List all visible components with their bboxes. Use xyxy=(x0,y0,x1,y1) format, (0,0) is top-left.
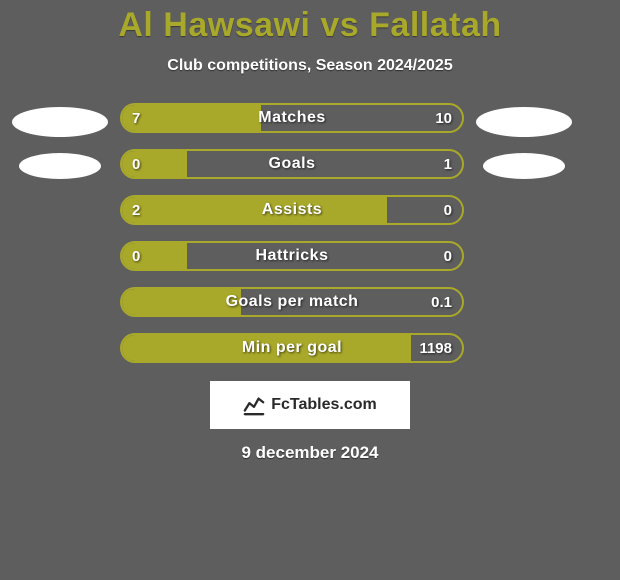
bar-label: Min per goal xyxy=(122,335,462,361)
source-badge: FcTables.com xyxy=(210,381,410,429)
bar-label: Goals per match xyxy=(122,289,462,315)
bar-value-right: 0 xyxy=(444,243,452,269)
stat-bar: Min per goal1198 xyxy=(120,333,464,363)
stat-bar: 2Assists0 xyxy=(120,195,464,225)
player-avatar-right-2 xyxy=(483,153,565,179)
bars-container: 7Matches100Goals12Assists00Hattricks0Goa… xyxy=(120,103,464,363)
stat-bar: Goals per match0.1 xyxy=(120,287,464,317)
bar-value-right: 0.1 xyxy=(431,289,452,315)
bar-label: Hattricks xyxy=(122,243,462,269)
bar-value-right: 10 xyxy=(435,105,452,131)
bar-value-right: 1198 xyxy=(419,335,452,361)
right-avatar-column xyxy=(464,103,584,179)
player-avatar-right-1 xyxy=(476,107,572,137)
left-avatar-column xyxy=(0,103,120,179)
stat-bar: 0Goals1 xyxy=(120,149,464,179)
page-title: Al Hawsawi vs Fallatah xyxy=(118,6,501,45)
badge-text: FcTables.com xyxy=(271,396,377,414)
bar-label: Assists xyxy=(122,197,462,223)
date-label: 9 december 2024 xyxy=(241,443,378,463)
subtitle: Club competitions, Season 2024/2025 xyxy=(167,57,452,75)
bar-label: Matches xyxy=(122,105,462,131)
bar-value-right: 0 xyxy=(444,197,452,223)
stat-bar: 0Hattricks0 xyxy=(120,241,464,271)
bar-label: Goals xyxy=(122,151,462,177)
stat-bar: 7Matches10 xyxy=(120,103,464,133)
chart-icon xyxy=(243,394,265,416)
comparison-chart: 7Matches100Goals12Assists00Hattricks0Goa… xyxy=(0,103,620,363)
player-avatar-left-2 xyxy=(19,153,101,179)
bar-value-right: 1 xyxy=(444,151,452,177)
player-avatar-left-1 xyxy=(12,107,108,137)
